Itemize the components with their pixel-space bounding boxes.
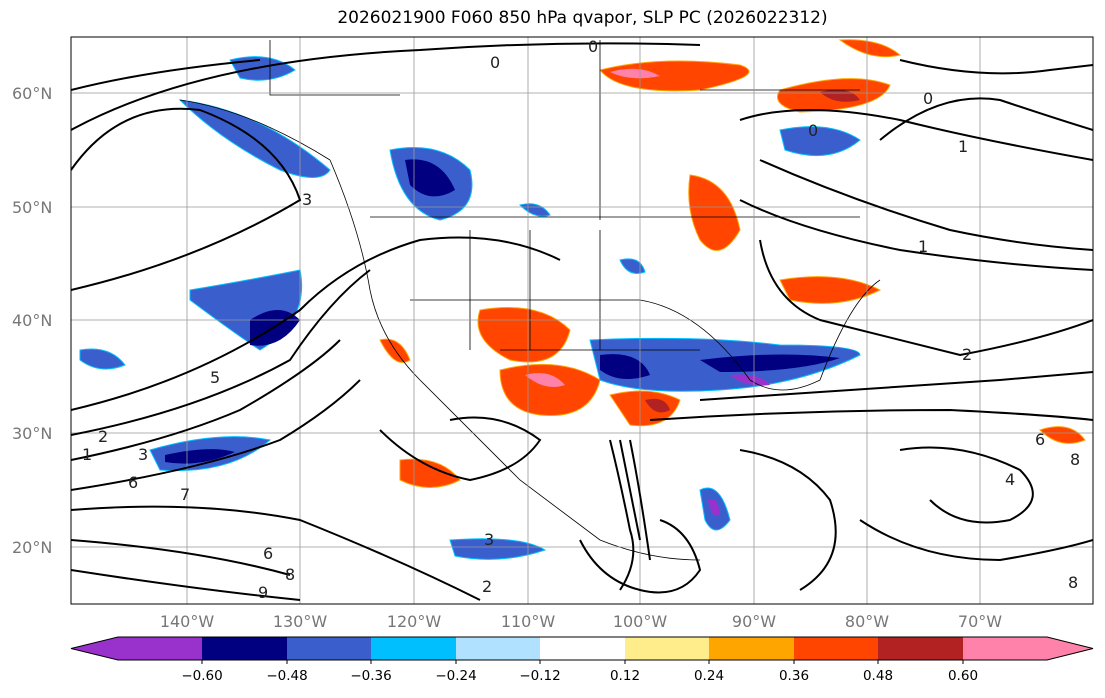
svg-text:−0.48: −0.48 <box>266 668 307 684</box>
svg-text:2: 2 <box>482 577 492 596</box>
svg-text:0: 0 <box>490 53 500 72</box>
svg-text:7: 7 <box>180 485 190 504</box>
svg-text:1: 1 <box>958 137 968 156</box>
svg-text:30°N: 30°N <box>12 424 52 443</box>
svg-text:1: 1 <box>918 237 928 256</box>
svg-text:20°N: 20°N <box>12 538 52 557</box>
svg-text:−0.60: −0.60 <box>181 668 222 684</box>
svg-text:70°W: 70°W <box>958 612 1002 631</box>
graticule <box>71 37 1093 604</box>
svg-text:0: 0 <box>808 121 818 140</box>
colorbar-segment <box>878 637 963 660</box>
colorbar-segment <box>118 637 202 660</box>
svg-text:100°W: 100°W <box>613 612 668 631</box>
colorbar-segment <box>540 637 625 660</box>
svg-text:−0.36: −0.36 <box>350 668 391 684</box>
colorbar-segment <box>287 637 371 660</box>
svg-text:3: 3 <box>302 190 312 209</box>
svg-text:6: 6 <box>263 544 273 563</box>
svg-text:0: 0 <box>588 37 598 56</box>
svg-text:40°N: 40°N <box>12 311 52 330</box>
svg-text:80°W: 80°W <box>845 612 889 631</box>
svg-text:60°N: 60°N <box>12 84 52 103</box>
svg-text:8: 8 <box>1068 573 1078 592</box>
colorbar-outline <box>70 636 1094 661</box>
svg-text:0.36: 0.36 <box>779 668 809 684</box>
svg-text:130°W: 130°W <box>273 612 328 631</box>
svg-text:3: 3 <box>138 445 148 464</box>
colorbar-segment <box>794 637 878 660</box>
svg-text:1: 1 <box>82 445 92 464</box>
svg-text:4: 4 <box>1005 470 1015 489</box>
svg-text:−0.12: −0.12 <box>519 668 560 684</box>
colorbar-extend-max <box>1047 637 1093 660</box>
slp-contours <box>71 42 1093 601</box>
svg-text:6: 6 <box>128 473 138 492</box>
svg-text:110°W: 110°W <box>501 612 556 631</box>
svg-text:8: 8 <box>285 565 295 584</box>
svg-text:9: 9 <box>258 583 268 602</box>
colorbar-extend-min <box>71 637 118 660</box>
svg-text:0.48: 0.48 <box>863 668 893 684</box>
svg-text:6: 6 <box>1035 430 1045 449</box>
svg-text:2: 2 <box>962 345 972 364</box>
colorbar-segment <box>202 637 287 660</box>
svg-text:8: 8 <box>1070 450 1080 469</box>
svg-text:2: 2 <box>98 427 108 446</box>
map-plot-area: 0 0 0 0 1 1 1 2 2 3 3 5 6 6 7 8 8 9 2 3 … <box>71 37 1093 604</box>
colorbar-segment <box>371 637 456 660</box>
svg-text:90°W: 90°W <box>732 612 776 631</box>
svg-text:5: 5 <box>210 368 220 387</box>
colorbar-segment <box>625 637 709 660</box>
colorbar-ticks: −0.60 −0.48 −0.36 −0.24 −0.12 0.12 0.24 … <box>181 668 978 684</box>
colorbar-segment <box>456 637 540 660</box>
svg-text:50°N: 50°N <box>12 198 52 217</box>
svg-text:120°W: 120°W <box>387 612 442 631</box>
svg-text:0.12: 0.12 <box>610 668 640 684</box>
colorbar <box>70 636 1094 664</box>
svg-text:−0.24: −0.24 <box>435 668 476 684</box>
longitude-labels: 140°W 130°W 120°W 110°W 100°W 90°W 80°W … <box>160 612 1002 631</box>
svg-text:3: 3 <box>484 530 494 549</box>
colorbar-segment <box>709 637 794 660</box>
latitude-labels: 60°N 50°N 40°N 30°N 20°N <box>12 84 52 557</box>
contour-labels: 0 0 0 0 1 1 1 2 2 3 3 5 6 6 7 8 8 9 2 3 … <box>82 37 1080 602</box>
colorbar-segment <box>963 637 1047 660</box>
svg-text:0: 0 <box>923 89 933 108</box>
svg-text:140°W: 140°W <box>160 612 215 631</box>
map-title: 2026021900 F060 850 hPa qvapor, SLP PC (… <box>337 8 828 28</box>
svg-text:0.24: 0.24 <box>694 668 724 684</box>
svg-text:0.60: 0.60 <box>948 668 978 684</box>
